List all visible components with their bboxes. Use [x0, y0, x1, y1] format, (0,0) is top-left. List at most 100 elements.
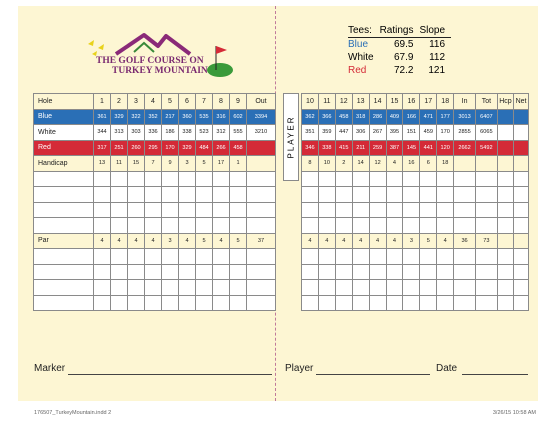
score-entry-cell[interactable] — [496, 201, 515, 218]
score-entry-cell[interactable] — [513, 186, 529, 203]
score-entry-cell[interactable] — [229, 279, 247, 296]
score-entry-cell[interactable] — [161, 263, 179, 280]
score-entry-cell[interactable] — [317, 279, 336, 296]
score-entry-cell[interactable] — [385, 201, 404, 218]
score-entry-cell[interactable] — [402, 170, 421, 187]
score-entry-cell[interactable] — [334, 279, 353, 296]
score-entry-cell[interactable] — [334, 294, 353, 311]
score-entry-cell[interactable] — [212, 248, 230, 265]
score-entry-cell[interactable] — [144, 263, 162, 280]
score-entry-cell[interactable] — [513, 263, 529, 280]
score-entry-cell[interactable] — [33, 186, 94, 203]
score-entry-cell[interactable] — [436, 217, 455, 234]
score-entry-cell[interactable] — [453, 248, 476, 265]
score-entry-cell[interactable] — [301, 279, 319, 296]
score-entry-cell[interactable] — [317, 170, 336, 187]
score-entry-cell[interactable] — [110, 186, 128, 203]
score-entry-cell[interactable] — [351, 263, 370, 280]
score-entry-cell[interactable] — [33, 294, 94, 311]
score-entry-cell[interactable] — [474, 248, 498, 265]
score-entry-cell[interactable] — [212, 279, 230, 296]
score-entry-cell[interactable] — [474, 279, 498, 296]
score-entry-cell[interactable] — [385, 248, 404, 265]
score-entry-cell[interactable] — [419, 217, 438, 234]
score-entry-cell[interactable] — [229, 201, 247, 218]
score-entry-cell[interactable] — [474, 294, 498, 311]
score-entry-cell[interactable] — [93, 294, 111, 311]
score-entry-cell[interactable] — [368, 186, 387, 203]
score-entry-cell[interactable] — [229, 170, 247, 187]
score-entry-cell[interactable] — [351, 217, 370, 234]
score-entry-cell[interactable] — [453, 279, 476, 296]
score-entry-cell[interactable] — [419, 170, 438, 187]
score-entry-cell[interactable] — [144, 201, 162, 218]
score-entry-cell[interactable] — [144, 170, 162, 187]
score-entry-cell[interactable] — [317, 201, 336, 218]
score-entry-cell[interactable] — [334, 186, 353, 203]
score-entry-cell[interactable] — [246, 248, 276, 265]
score-entry-cell[interactable] — [436, 248, 455, 265]
score-entry-cell[interactable] — [178, 279, 196, 296]
score-entry-cell[interactable] — [513, 294, 529, 311]
score-entry-cell[interactable] — [317, 294, 336, 311]
score-entry-cell[interactable] — [351, 186, 370, 203]
score-entry-cell[interactable] — [195, 217, 213, 234]
score-entry-cell[interactable] — [93, 217, 111, 234]
score-entry-cell[interactable] — [212, 170, 230, 187]
score-entry-cell[interactable] — [246, 294, 276, 311]
score-entry-cell[interactable] — [246, 279, 276, 296]
date-line[interactable] — [462, 374, 528, 375]
score-entry-cell[interactable] — [496, 263, 515, 280]
score-entry-cell[interactable] — [195, 201, 213, 218]
score-entry-cell[interactable] — [419, 263, 438, 280]
score-entry-cell[interactable] — [161, 186, 179, 203]
score-entry-cell[interactable] — [127, 201, 145, 218]
score-entry-cell[interactable] — [301, 294, 319, 311]
score-entry-cell[interactable] — [402, 201, 421, 218]
score-entry-cell[interactable] — [419, 186, 438, 203]
score-entry-cell[interactable] — [93, 263, 111, 280]
score-entry-cell[interactable] — [93, 279, 111, 296]
score-entry-cell[interactable] — [453, 170, 476, 187]
score-entry-cell[interactable] — [110, 217, 128, 234]
score-entry-cell[interactable] — [301, 217, 319, 234]
score-entry-cell[interactable] — [474, 186, 498, 203]
score-entry-cell[interactable] — [144, 217, 162, 234]
score-entry-cell[interactable] — [127, 294, 145, 311]
score-entry-cell[interactable] — [229, 263, 247, 280]
score-entry-cell[interactable] — [161, 279, 179, 296]
score-entry-cell[interactable] — [301, 186, 319, 203]
score-entry-cell[interactable] — [351, 248, 370, 265]
score-entry-cell[interactable] — [110, 201, 128, 218]
score-entry-cell[interactable] — [161, 248, 179, 265]
score-entry-cell[interactable] — [368, 294, 387, 311]
score-entry-cell[interactable] — [317, 263, 336, 280]
score-entry-cell[interactable] — [513, 170, 529, 187]
score-entry-cell[interactable] — [334, 170, 353, 187]
score-entry-cell[interactable] — [368, 217, 387, 234]
score-entry-cell[interactable] — [144, 294, 162, 311]
score-entry-cell[interactable] — [195, 170, 213, 187]
score-entry-cell[interactable] — [301, 201, 319, 218]
score-entry-cell[interactable] — [178, 248, 196, 265]
score-entry-cell[interactable] — [178, 217, 196, 234]
score-entry-cell[interactable] — [385, 217, 404, 234]
score-entry-cell[interactable] — [513, 217, 529, 234]
score-entry-cell[interactable] — [110, 279, 128, 296]
score-entry-cell[interactable] — [144, 186, 162, 203]
score-entry-cell[interactable] — [93, 170, 111, 187]
score-entry-cell[interactable] — [212, 294, 230, 311]
score-entry-cell[interactable] — [474, 217, 498, 234]
score-entry-cell[interactable] — [212, 201, 230, 218]
score-entry-cell[interactable] — [33, 170, 94, 187]
score-entry-cell[interactable] — [453, 217, 476, 234]
score-entry-cell[interactable] — [161, 170, 179, 187]
score-entry-cell[interactable] — [436, 279, 455, 296]
score-entry-cell[interactable] — [127, 186, 145, 203]
score-entry-cell[interactable] — [127, 263, 145, 280]
score-entry-cell[interactable] — [474, 201, 498, 218]
score-entry-cell[interactable] — [246, 186, 276, 203]
score-entry-cell[interactable] — [453, 201, 476, 218]
score-entry-cell[interactable] — [33, 279, 94, 296]
score-entry-cell[interactable] — [385, 186, 404, 203]
